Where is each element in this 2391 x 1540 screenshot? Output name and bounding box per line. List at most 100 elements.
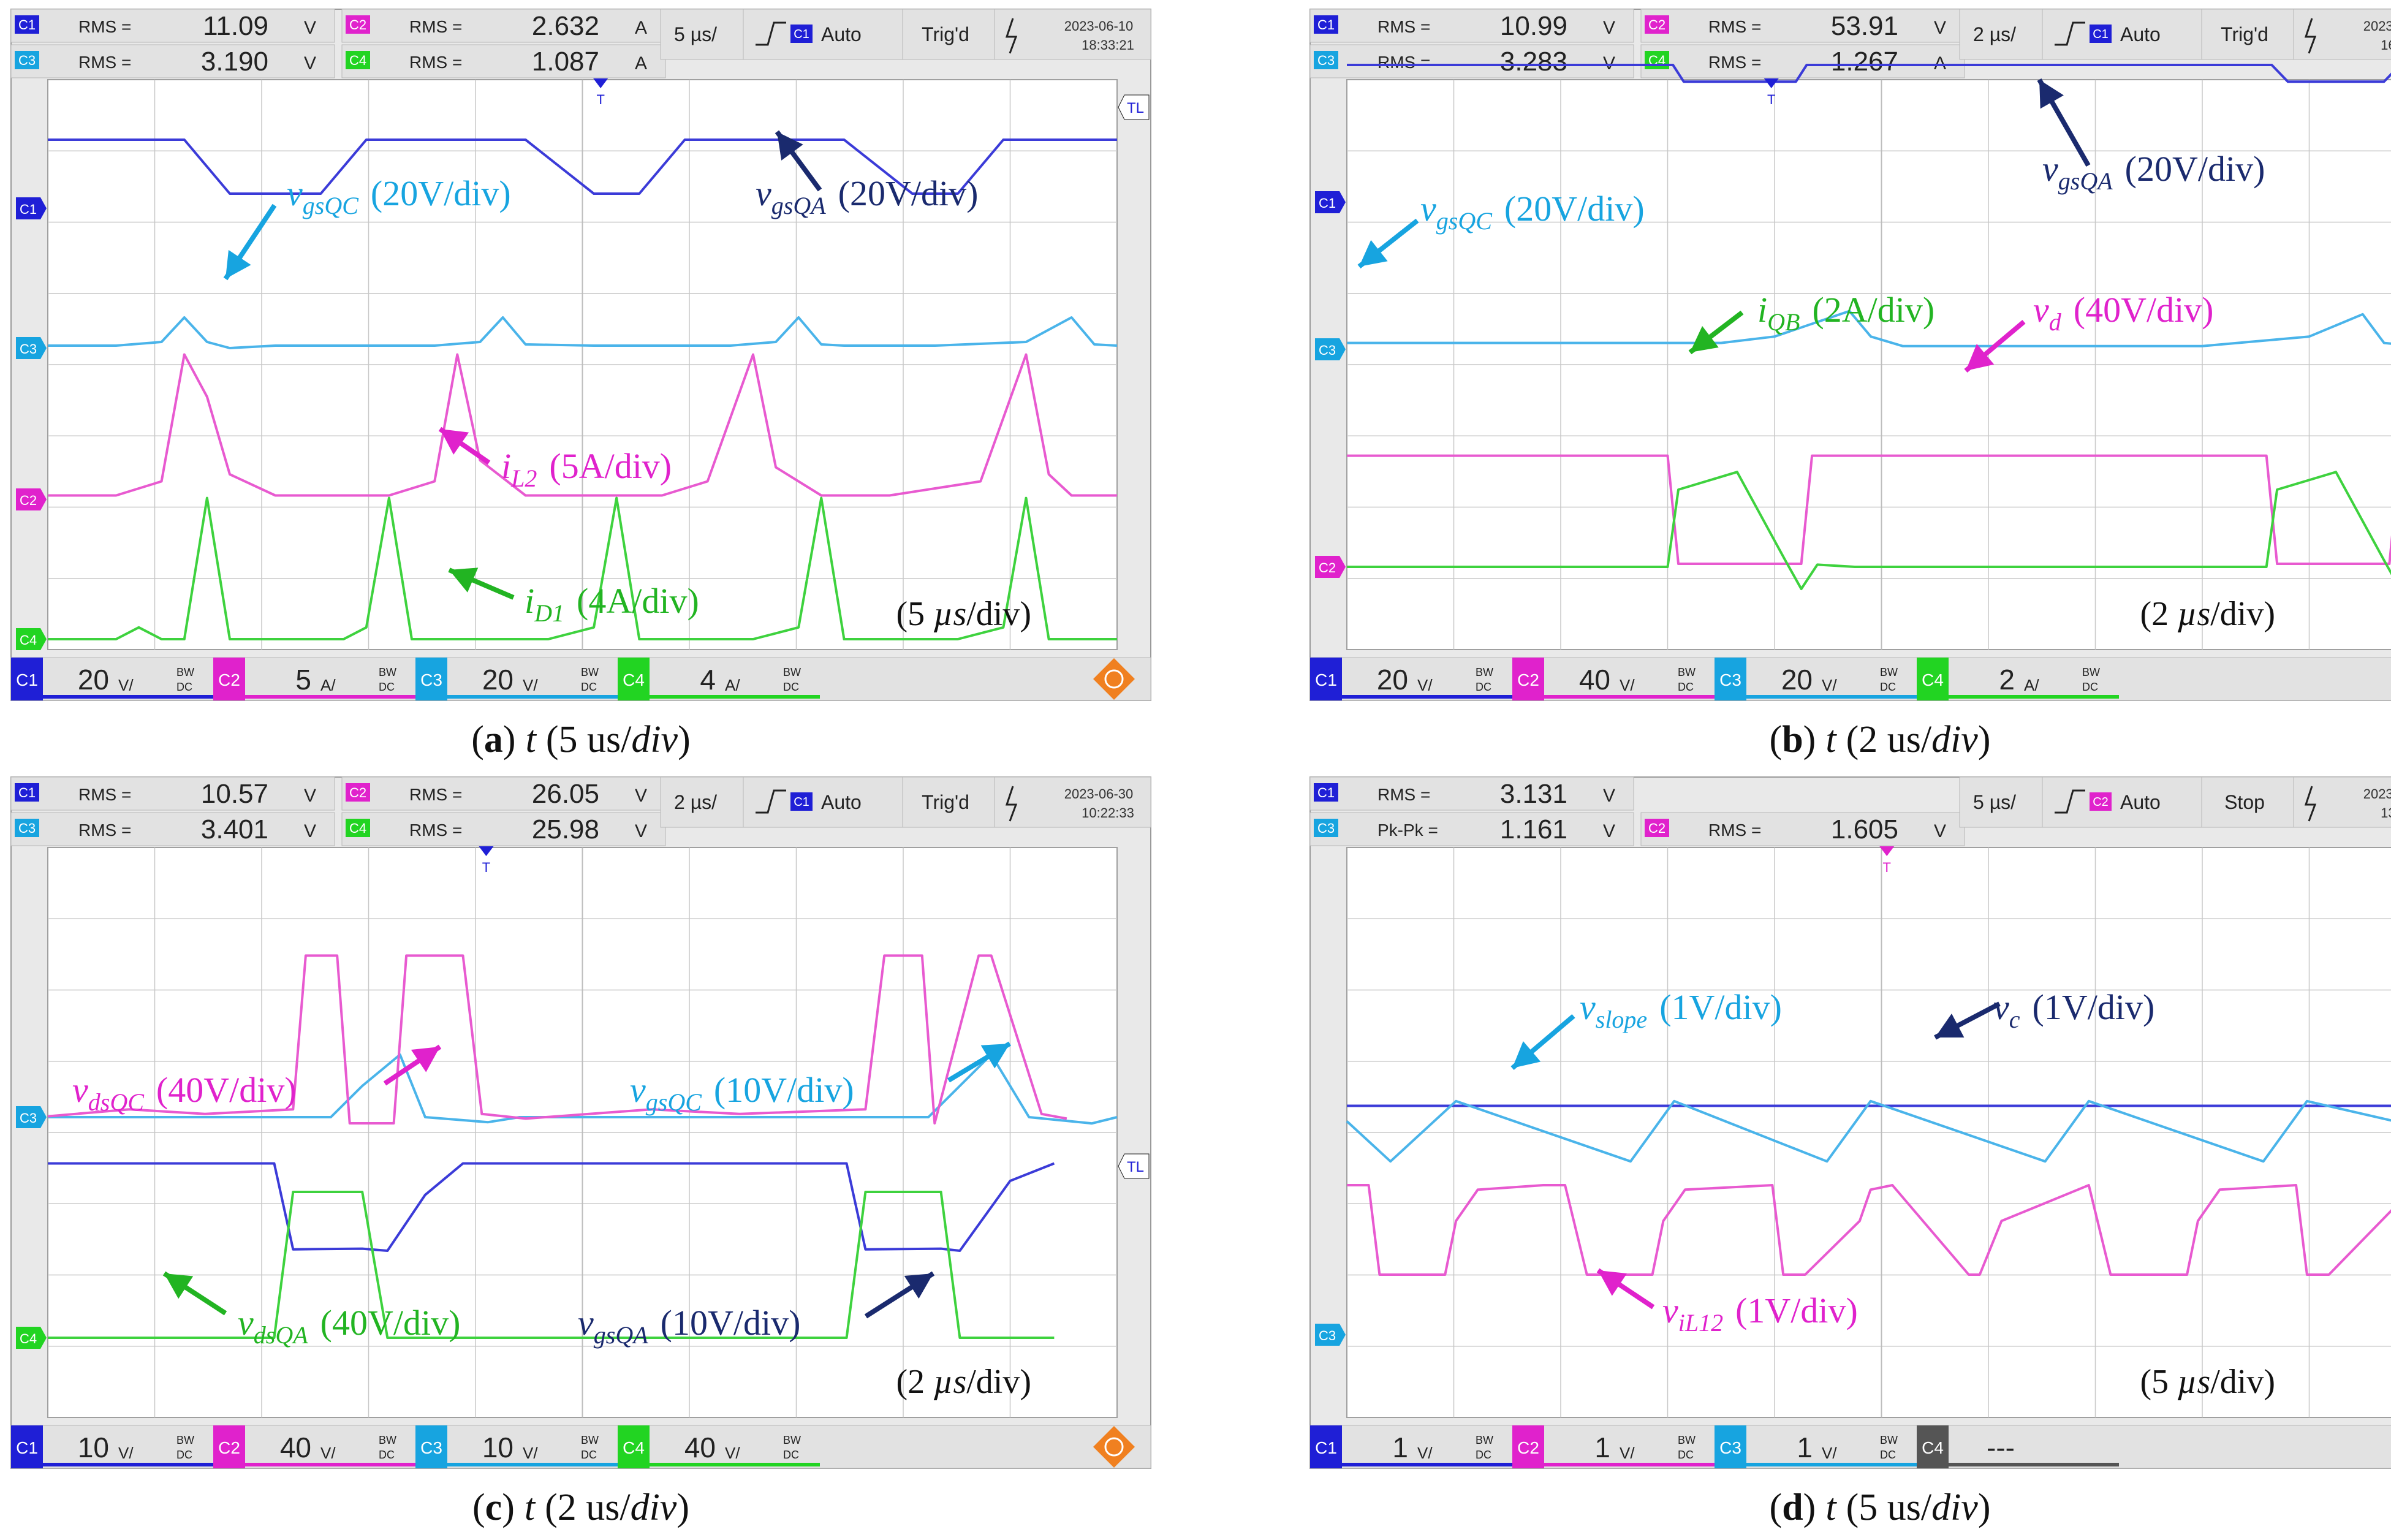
marker-label: C3 <box>1319 1328 1336 1343</box>
scope-panel-c: C1 RMS = 10.57 V C2 RMS = 26.05 VC3 RMS = 3.401 V C… <box>10 776 1151 1469</box>
annotation-scale: (20V/div) <box>1504 189 1645 229</box>
lightning-icon <box>1005 786 1018 822</box>
readout-unit: V <box>635 786 647 806</box>
channel-chip <box>15 819 39 837</box>
scale-channel: C4 <box>623 670 645 689</box>
channel-marker-c3: C3 <box>16 1106 47 1128</box>
readout-unit: V <box>1934 821 1946 841</box>
scale-chip <box>1512 658 1544 700</box>
channel-chip <box>15 15 39 34</box>
caption-open: ( <box>471 719 484 761</box>
annotation-arrow-head <box>904 1273 933 1299</box>
scale-chip <box>1512 1425 1544 1468</box>
annotation-var: v <box>578 1303 594 1343</box>
readout-unit: V <box>1603 786 1615 806</box>
annotation-qb: iQB (2A/div) <box>1688 290 1934 355</box>
marker-shape <box>1315 556 1346 578</box>
channel-chip <box>1645 15 1669 34</box>
annotation-scale: (40V/div) <box>2074 290 2214 330</box>
scope-panel-b: C1 RMS = 10.99 V C2 RMS = 53.91 VC3 RMS = 3.283 V C… <box>1309 9 2391 701</box>
readout-bar: C1 RMS = 3.131 V C2 RMS = 1.605 V C3 Pk-Pk = 1.161… <box>1309 776 1965 846</box>
readout-cell <box>341 812 666 846</box>
timebase-mu: µs <box>933 595 966 633</box>
readout-unit: V <box>1934 18 1946 38</box>
readout-label: RMS = <box>1708 17 1761 36</box>
trigger-source: C1 <box>794 28 809 41</box>
readout-channel: C1 <box>1317 785 1335 800</box>
trigger-source: C2 <box>2093 795 2109 809</box>
trace-c2 <box>48 353 1117 497</box>
trace-c1 <box>48 138 1117 195</box>
readout-c4: C4 RMS = 1.087 A <box>341 44 666 78</box>
acq-cell <box>1959 776 2391 828</box>
readout-value: 25.98 <box>532 814 599 844</box>
caption-letter: a <box>484 719 503 761</box>
annotation-dsqa: vdsQA (40V/div) <box>162 1271 460 1349</box>
caption-end: ) <box>1978 719 1991 761</box>
scale-bar-bg <box>1309 657 2391 701</box>
plot-area <box>47 847 1118 1418</box>
annotation-gsqc: vgsQC (20V/div) <box>223 173 511 281</box>
scale-unit: V/ <box>523 1444 538 1462</box>
annotation-label: vc (1V/div) <box>1993 987 2154 1033</box>
trace-c2 <box>1347 454 2391 565</box>
scale-coupling: DC <box>379 681 395 693</box>
acq-status: Trig'd <box>922 791 969 813</box>
annotation-sub: QB <box>1767 308 1800 336</box>
edge-trigger-icon <box>2055 789 2085 814</box>
scale-chip <box>11 1425 43 1468</box>
channel-scale-bar: C1 20 V/BW DC C2 40 V/BW DC C3 20 V/BW DC C4 2 A/BW DC <box>1309 657 2391 701</box>
timebase-annotation: (5 µs/div) <box>2140 1363 2275 1401</box>
caption-letter: d <box>1782 1487 1803 1528</box>
readout-channel: C2 <box>1648 821 1665 836</box>
readout-label: RMS = <box>1377 53 1430 72</box>
scale-bw: BW <box>1880 1434 1898 1446</box>
scale-unit: V/ <box>523 676 538 694</box>
scale-value: 20 <box>78 664 109 696</box>
annotation-scale: (2A/div) <box>1812 290 1934 330</box>
scale-unit: V/ <box>1417 1444 1433 1462</box>
readout-cell <box>341 44 666 78</box>
annotation-arrow-head <box>225 249 251 279</box>
caption-var: t <box>526 719 537 761</box>
scale-value: 20 <box>1781 664 1813 696</box>
caption-letter: b <box>1782 719 1803 761</box>
caption-close: ) <box>1803 719 1816 761</box>
edge-trigger-icon <box>756 789 786 814</box>
scale-value: 4 <box>700 664 716 696</box>
readout-label: RMS = <box>1377 17 1430 36</box>
channel-marker-c2: C2 <box>1315 556 1346 578</box>
scale-bw: BW <box>1678 1434 1696 1446</box>
scale-value: 5 <box>295 664 311 696</box>
annotation-var: v <box>1662 1291 1678 1330</box>
scale-chip <box>213 1425 245 1468</box>
trigger-source-chip <box>790 792 813 811</box>
tl-label: TL <box>1127 100 1144 116</box>
readout-cell <box>1309 44 1634 78</box>
channel-chip <box>1314 15 1338 34</box>
annotation-arrow-head <box>777 132 803 161</box>
scale-value: 10 <box>78 1432 109 1463</box>
trigger-source-chip <box>2090 792 2112 811</box>
channel-marker-c2: C2 <box>16 488 47 510</box>
time-stamp: 13:31:26 <box>2381 805 2391 821</box>
readout-channel: C4 <box>349 821 366 836</box>
scale-unit: V/ <box>118 676 134 694</box>
time-stamp: 10:22:33 <box>1082 805 1134 821</box>
marker-label: C1 <box>20 202 37 217</box>
readout-value: 3.131 <box>1500 779 1567 809</box>
marker-shape <box>16 337 47 359</box>
timebase-mu: µs <box>2177 595 2210 633</box>
tl-shape <box>1118 94 1150 120</box>
annotation-gsqc: vgsQC (10V/div) <box>630 1041 1012 1116</box>
edge-trigger-icon <box>2055 21 2085 46</box>
trigger-arrow <box>479 846 494 856</box>
caption-close: ) <box>1803 1487 1816 1528</box>
readout-value: 1.161 <box>1500 814 1567 844</box>
readout-c3: C3 RMS = 3.190 V <box>10 44 335 78</box>
trace-c3 <box>48 316 1118 349</box>
caption-var: t <box>1825 719 1837 761</box>
annotation-gsqa: vgsQA (20V/div) <box>2037 78 2265 195</box>
readout-bar: C1 RMS = 10.57 V C2 RMS = 26.05 VC3 RMS = 3.401 V C… <box>10 776 666 846</box>
annotation-scale: (1V/div) <box>1735 1291 1858 1330</box>
